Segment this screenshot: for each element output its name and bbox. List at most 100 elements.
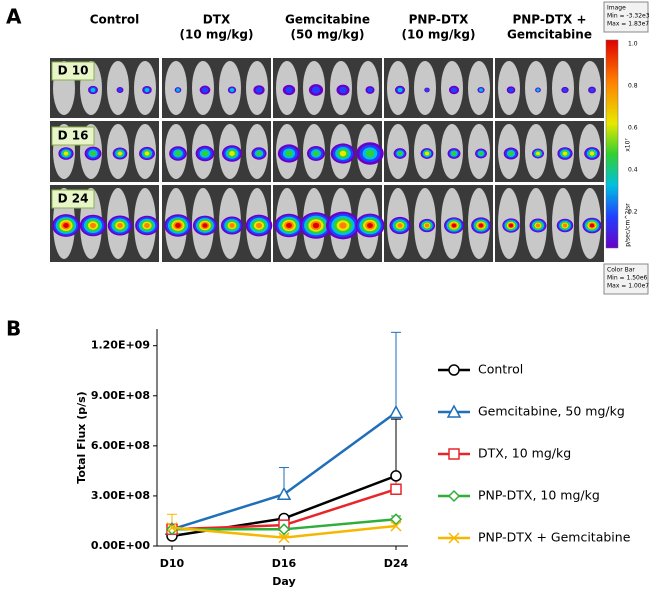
y-tick-label: 6.00E+08 <box>91 439 150 452</box>
signal <box>175 150 181 157</box>
signal <box>89 222 97 229</box>
legend-marker <box>446 404 462 418</box>
column-header: PNP-DTX + <box>512 13 586 27</box>
signal <box>175 223 181 228</box>
column-header: (10 mg/kg) <box>180 28 254 42</box>
y-tick-label: 3.00E+08 <box>91 489 150 502</box>
signal <box>425 88 429 92</box>
colorbar-exponent: x10⁷ <box>625 138 632 152</box>
signal <box>117 88 123 92</box>
signal <box>144 223 150 228</box>
color-bar <box>605 39 619 249</box>
signal <box>255 222 263 229</box>
colorbar-tick: 0.6 <box>628 125 638 132</box>
signal <box>508 87 514 93</box>
signal <box>339 222 347 229</box>
signal <box>397 87 403 93</box>
signal <box>589 223 595 228</box>
signal <box>367 222 373 229</box>
signal <box>176 88 180 92</box>
colorbar-unit: p/sec/cm^2/sr <box>625 203 632 247</box>
legend-label: PNP-DTX + Gemcitabine <box>478 530 631 545</box>
column-header: (10 mg/kg) <box>402 28 476 42</box>
signal <box>397 223 403 228</box>
signal <box>424 223 430 228</box>
y-axis-title: Total Flux (p/s) <box>75 391 88 483</box>
info-box <box>603 263 649 295</box>
signal <box>117 222 123 229</box>
info-box <box>603 1 649 33</box>
column-header: (50 mg/kg) <box>291 28 365 42</box>
signal <box>312 150 320 157</box>
signal <box>63 151 69 156</box>
signal <box>201 150 209 157</box>
signal <box>201 87 209 93</box>
signal <box>285 86 293 94</box>
signal <box>90 151 96 156</box>
y-tick-label: 1.20E+09 <box>91 339 150 352</box>
signal <box>339 150 347 157</box>
signal <box>589 151 595 156</box>
column-header: DTX <box>203 13 231 27</box>
mouse <box>525 61 547 115</box>
panel-label: A <box>6 5 22 29</box>
signal <box>451 151 457 156</box>
signal <box>562 87 568 93</box>
column-header: Control <box>90 13 140 27</box>
row-label: D 24 <box>58 192 89 206</box>
signal <box>562 151 568 156</box>
legend-label: PNP-DTX, 10 mg/kg <box>478 488 600 503</box>
signal <box>508 151 514 156</box>
legend-label: DTX, 10 mg/kg <box>478 446 571 461</box>
data-point <box>390 520 402 532</box>
panel-label: B <box>6 317 21 341</box>
data-point <box>166 522 178 534</box>
data-point <box>390 483 402 495</box>
data-point <box>388 404 404 419</box>
legend-label: Control <box>478 362 523 377</box>
row-label: D 16 <box>58 129 89 143</box>
signal <box>63 223 69 228</box>
data-point <box>276 486 292 501</box>
signal <box>479 88 483 92</box>
signal <box>424 151 430 156</box>
signal <box>536 151 540 156</box>
colorbar-tick: 0.2 <box>628 209 638 216</box>
x-axis-title: Day <box>272 575 295 588</box>
signal <box>311 86 321 94</box>
signal <box>144 151 150 156</box>
mouse <box>414 61 436 115</box>
colorbar-tick: 1.0 <box>628 41 638 48</box>
legend-marker <box>448 448 460 460</box>
data-point <box>278 532 290 544</box>
y-tick-label: 9.00E+08 <box>91 389 150 402</box>
row-label: D 10 <box>58 64 89 78</box>
data-point <box>277 523 291 536</box>
x-tick-label: D24 <box>384 557 409 570</box>
legend-marker <box>448 364 460 376</box>
legend-label: Gemcitabine, 50 mg/kg <box>478 404 625 419</box>
signal <box>202 223 208 228</box>
signal <box>365 149 375 158</box>
image-info: Min = -3.32e3 <box>607 13 650 20</box>
colorbar-info: Color Bar <box>607 267 635 274</box>
row-label-box <box>51 126 95 146</box>
signal <box>229 223 235 228</box>
signal <box>256 151 262 156</box>
signal <box>229 88 235 92</box>
colorbar-info: Max = 1.00e7 <box>607 283 649 290</box>
colorbar-tick: 0.4 <box>628 167 638 174</box>
signal <box>90 87 96 93</box>
signal <box>117 151 123 156</box>
row-label-box <box>51 61 95 81</box>
signal <box>451 223 457 228</box>
signal <box>312 222 320 229</box>
signal <box>397 151 403 156</box>
colorbar-info: Min = 1.50e6 <box>607 275 648 282</box>
image-info: Image <box>607 5 626 12</box>
column-header: Gemcitabine <box>507 28 592 42</box>
signal <box>367 87 373 93</box>
signal <box>562 223 568 228</box>
x-tick-label: D10 <box>160 557 185 570</box>
